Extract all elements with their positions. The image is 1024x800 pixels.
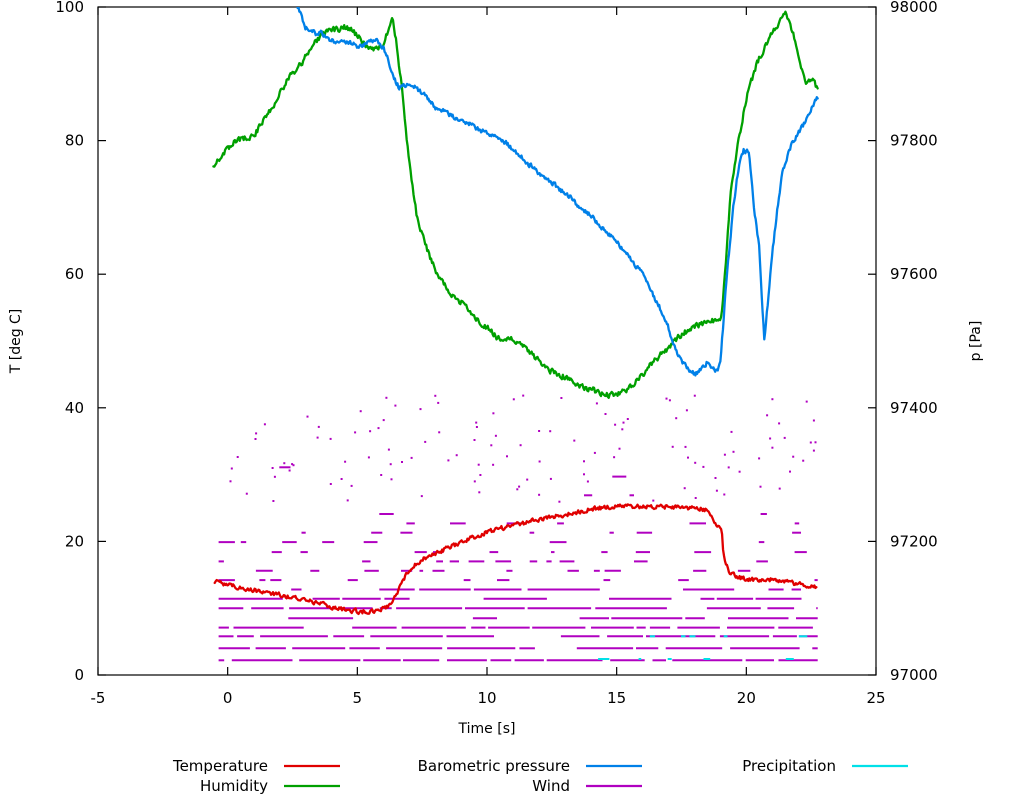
x-axis-ticks: -5 0 5 10 15 20 25 [91, 7, 886, 707]
legend: Temperature Humidity Barometric pressure Wi… [172, 757, 908, 795]
legend-label: Precipitation [742, 757, 836, 775]
y-tick-label: 60 [65, 265, 84, 283]
y-tick-label: 100 [55, 0, 84, 16]
x-tick-label: -5 [91, 689, 106, 707]
x-tick-label: 20 [737, 689, 756, 707]
legend-label: Barometric pressure [418, 757, 570, 775]
plot-frame [97, 6, 877, 676]
y2-tick-label: 97000 [890, 666, 938, 684]
y2-tick-label: 97800 [890, 132, 938, 150]
y2-tick-label: 97600 [890, 265, 938, 283]
y2-tick-label: 98000 [890, 0, 938, 16]
y-tick-label: 40 [65, 399, 84, 417]
data-series [212, 7, 819, 662]
legend-item-barometric-pressure[interactable]: Barometric pressure [418, 757, 642, 775]
series-humidity [212, 10, 819, 399]
y-tick-label: 80 [65, 132, 84, 150]
y2-tick-label: 97200 [890, 532, 938, 550]
series-temperature [213, 503, 818, 616]
y-tick-label: 0 [74, 666, 84, 684]
y-tick-label: 20 [65, 532, 84, 550]
y-axis-right-title: p [Pa] [968, 321, 984, 362]
x-tick-label: 0 [223, 689, 233, 707]
y2-tick-label: 97400 [890, 399, 938, 417]
series-wind [218, 394, 818, 662]
legend-label: Wind [532, 777, 570, 795]
legend-item-temperature[interactable]: Temperature [172, 757, 340, 775]
series-barometric-pressure [296, 7, 819, 377]
axis-titles: Time [s] T [deg C] p [Pa] [8, 309, 984, 737]
x-tick-label: 15 [607, 689, 626, 707]
legend-item-wind[interactable]: Wind [532, 777, 642, 795]
legend-item-humidity[interactable]: Humidity [200, 777, 340, 795]
x-tick-label: 5 [353, 689, 363, 707]
x-axis-title: Time [s] [458, 721, 516, 737]
legend-item-precipitation[interactable]: Precipitation [742, 757, 908, 775]
series-precipitation [598, 635, 808, 660]
y-axis-left-ticks: 0 20 40 60 80 100 [55, 0, 106, 684]
y-axis-left-title: T [deg C] [8, 309, 24, 375]
x-tick-label: 25 [866, 689, 885, 707]
legend-label: Humidity [200, 777, 268, 795]
y-axis-right-ticks: 97000 97200 97400 97600 97800 98000 [868, 0, 938, 684]
legend-label: Temperature [172, 757, 268, 775]
x-tick-label: 10 [477, 689, 496, 707]
